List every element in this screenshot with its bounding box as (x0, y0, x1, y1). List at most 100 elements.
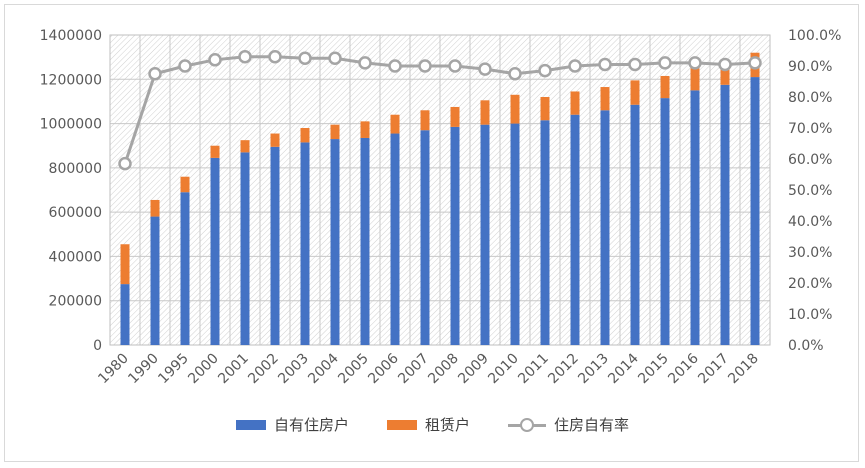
bar-owner (240, 152, 250, 345)
bar-renter (210, 145, 220, 158)
bar-renter (480, 100, 490, 125)
x-tick-label: 2001 (215, 351, 252, 388)
point-ownership-rate (688, 56, 702, 70)
legend-label-renter: 租赁户 (424, 416, 470, 434)
x-tick-label: 2017 (695, 351, 732, 388)
bar-owner (210, 157, 220, 345)
bar-renter (540, 97, 550, 121)
bar-renter (330, 124, 340, 140)
bar-renter (180, 176, 190, 193)
point-ownership-rate (448, 59, 462, 73)
point-ownership-rate (148, 67, 162, 81)
bar-renter (660, 75, 670, 99)
y-right-tick-label: 90.0% (788, 59, 832, 75)
y-left-tick-label: 400000 (49, 249, 102, 265)
bar-owner (330, 139, 340, 345)
point-ownership-rate (418, 59, 432, 73)
x-tick-label: 1980 (95, 351, 132, 388)
x-tick-label: 2013 (575, 351, 612, 388)
x-tick-label: 1995 (155, 351, 192, 388)
bar-owner (390, 133, 400, 345)
y-right-tick-label: 60.0% (788, 152, 832, 168)
bar-renter (420, 110, 430, 131)
bar-owner (450, 126, 460, 346)
bar-renter (120, 244, 130, 285)
bar-renter (510, 94, 520, 124)
y-right-tick-label: 70.0% (788, 121, 832, 137)
point-ownership-rate (598, 57, 612, 72)
bar-owner (660, 98, 670, 345)
bar-owner (540, 120, 550, 345)
y-right-tick-label: 50.0% (788, 183, 832, 199)
x-tick-label: 2009 (455, 351, 492, 388)
x-tick-label: 2016 (665, 350, 702, 387)
legend: 自有住房户 租赁户 住房自有率 (0, 414, 865, 435)
bar-owner (720, 84, 730, 346)
bar-owner (180, 192, 190, 345)
bar-renter (570, 91, 580, 115)
point-ownership-rate (328, 51, 342, 65)
y-right-tick-label: 100.0% (788, 28, 841, 44)
legend-label-rate: 住房自有率 (554, 416, 630, 434)
bar-renter (630, 80, 640, 105)
bar-owner (480, 124, 490, 345)
x-tick-label: 2000 (185, 351, 222, 388)
legend-swatch-owner (235, 419, 266, 430)
x-tick-label: 2002 (245, 351, 282, 388)
x-tick-label: 2006 (365, 350, 402, 387)
line-ownership-rate (123, 55, 756, 165)
point-ownership-rate (538, 63, 552, 78)
x-tick-label: 2015 (635, 351, 672, 388)
point-ownership-rate (298, 51, 312, 65)
bar-renter (300, 128, 310, 143)
point-ownership-rate (118, 156, 132, 171)
point-ownership-rate (628, 57, 642, 72)
legend-swatch-rate (508, 417, 546, 432)
point-ownership-rate (508, 67, 522, 81)
point-ownership-rate (478, 62, 492, 76)
x-tick-label: 2014 (605, 350, 642, 387)
bar-owner (630, 104, 640, 345)
y-right-tick-label: 10.0% (788, 307, 832, 323)
point-ownership-rate (238, 49, 252, 64)
point-ownership-rate (268, 49, 282, 64)
y-left-tick-label: 600000 (49, 205, 102, 221)
bar-owner (270, 146, 280, 345)
bar-renter (390, 114, 400, 134)
point-ownership-rate (718, 57, 732, 72)
y-right-tick-label: 80.0% (788, 90, 832, 106)
x-tick-label: 2011 (515, 351, 552, 388)
y-left-tick-label: 0 (93, 338, 102, 354)
bar-owner (570, 114, 580, 345)
bar-owner (420, 130, 430, 345)
point-ownership-rate (388, 59, 402, 73)
legend-item-owner: 自有住房户 (235, 414, 349, 435)
x-tick-label: 2004 (305, 350, 342, 387)
bar-owner (600, 110, 610, 346)
bar-owner (120, 284, 130, 345)
x-tick-label: 2005 (335, 351, 372, 388)
bar-renter (720, 69, 730, 85)
y-right-tick-label: 20.0% (788, 276, 832, 292)
legend-label-owner: 自有住房户 (273, 416, 349, 434)
bar-renter (690, 68, 700, 91)
point-ownership-rate (568, 59, 582, 73)
point-ownership-rate (358, 56, 372, 70)
bar-owner (360, 137, 370, 345)
bar-renter (270, 133, 280, 147)
bar-owner (690, 90, 700, 345)
point-ownership-rate (208, 53, 222, 67)
y-right-tick-label: 30.0% (788, 245, 832, 261)
bar-owner (150, 216, 160, 345)
x-tick-label: 2003 (275, 351, 312, 388)
x-tick-label: 2012 (545, 351, 582, 388)
bar-renter (600, 87, 610, 111)
y-right-tick-label: 40.0% (788, 214, 832, 230)
y-left-tick-label: 800000 (49, 161, 102, 177)
bar-owner (300, 142, 310, 345)
y-left-tick-label: 1400000 (40, 28, 102, 44)
point-ownership-rate (178, 59, 192, 73)
y-left-tick-label: 1200000 (40, 72, 102, 88)
bar-renter (450, 106, 460, 127)
